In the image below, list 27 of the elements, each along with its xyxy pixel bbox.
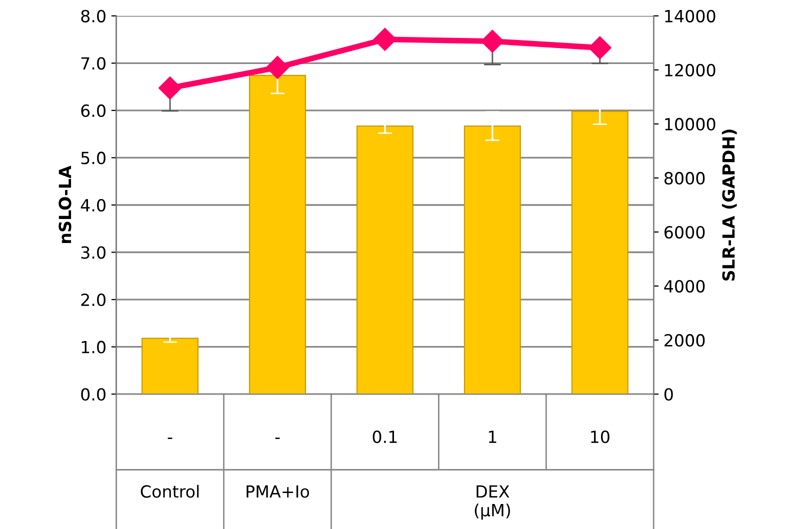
- y2-tick-label: 4000: [664, 280, 705, 293]
- y2-tick-label: 10000: [665, 118, 716, 131]
- y-tick-label: 0.0: [81, 388, 106, 401]
- y2-axis-title: SLR-LA (GAPDH): [722, 130, 737, 281]
- y2-tick-label: 2000: [664, 334, 705, 347]
- y-tick-label: 8.0: [81, 10, 106, 22]
- y2-tick-label: 14000: [665, 10, 716, 22]
- y-tick-label: 5.0: [81, 152, 106, 164]
- text: DEX (μM): [474, 485, 510, 520]
- y-axis-title: nSLO-LA: [58, 166, 72, 243]
- text: PMA+Io: [246, 485, 310, 498]
- x-tick-label: 1: [488, 430, 496, 443]
- y-tick-label: 3.0: [81, 246, 106, 259]
- x-tick-label: 10: [591, 430, 610, 444]
- y-tick-label: 6.0: [81, 104, 106, 117]
- x-tick-label: 0.1: [372, 430, 397, 444]
- y-tick-label: 7.0: [81, 57, 106, 70]
- y2-tick-label: 6000: [664, 226, 705, 239]
- x-tick-label: -: [168, 438, 172, 439]
- y-tick-label: 1.0: [82, 340, 106, 354]
- text: Control: [140, 484, 199, 498]
- y-tick-label: 4.0: [80, 198, 106, 212]
- x-tick-label: -: [275, 438, 280, 439]
- y-tick-label: 2.0: [81, 294, 106, 306]
- y2-tick-label: 0: [664, 388, 673, 401]
- y2-tick-label: 8000: [664, 172, 705, 185]
- y2-tick-label: 12000: [665, 64, 716, 76]
